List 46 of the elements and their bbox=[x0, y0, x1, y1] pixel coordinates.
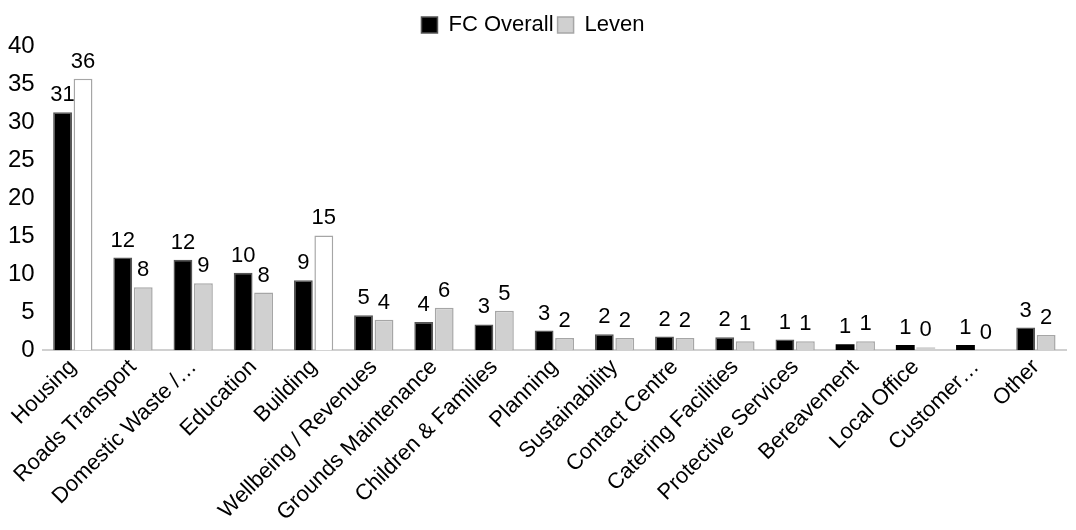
y-tick-label: 30 bbox=[7, 106, 35, 134]
legend-label: FC Overall bbox=[448, 11, 554, 37]
data-label: 5 bbox=[357, 284, 370, 310]
y-tick-label: 40 bbox=[7, 30, 35, 58]
data-label: 1 bbox=[959, 314, 972, 340]
data-label: 0 bbox=[919, 316, 932, 342]
data-label: 3 bbox=[477, 293, 491, 319]
data-label: 2 bbox=[1040, 304, 1053, 330]
data-label: 10 bbox=[230, 241, 256, 267]
data-label: 4 bbox=[377, 288, 391, 314]
y-tick-label: 20 bbox=[7, 182, 35, 210]
data-label: 2 bbox=[678, 307, 692, 333]
data-label: 1 bbox=[838, 313, 852, 339]
y-tick-label: 25 bbox=[7, 144, 35, 172]
data-label: 12 bbox=[110, 226, 135, 252]
data-label: 6 bbox=[438, 276, 451, 302]
data-label: 8 bbox=[137, 256, 150, 282]
data-label: 15 bbox=[311, 204, 337, 230]
data-label: 8 bbox=[257, 261, 270, 287]
data-label: 1 bbox=[778, 308, 792, 334]
bar bbox=[956, 344, 975, 351]
data-label: 2 bbox=[598, 303, 611, 329]
data-label: 2 bbox=[718, 306, 731, 332]
y-tick-label: 0 bbox=[21, 334, 35, 362]
data-label: 2 bbox=[558, 307, 571, 333]
y-tick-label: 10 bbox=[7, 258, 35, 286]
data-label: 4 bbox=[417, 291, 430, 317]
data-label: 2 bbox=[658, 305, 671, 331]
data-label: 36 bbox=[70, 47, 96, 73]
data-label: 1 bbox=[859, 310, 872, 336]
data-label: 12 bbox=[170, 228, 196, 254]
data-label: 2 bbox=[618, 307, 631, 333]
data-label: 3 bbox=[1019, 296, 1032, 322]
data-label: 9 bbox=[297, 249, 310, 275]
data-label: 3 bbox=[537, 299, 551, 325]
data-label: 31 bbox=[50, 81, 75, 107]
data-label: 1 bbox=[739, 310, 752, 336]
data-label: 0 bbox=[979, 319, 993, 345]
legend-label: Leven bbox=[584, 11, 645, 37]
data-label: 1 bbox=[899, 314, 912, 340]
y-tick-label: 35 bbox=[7, 68, 35, 96]
data-label: 5 bbox=[498, 279, 511, 305]
y-tick-label: 15 bbox=[7, 220, 35, 248]
y-tick-label: 5 bbox=[21, 296, 35, 324]
data-label: 1 bbox=[799, 310, 812, 336]
data-label: 9 bbox=[197, 252, 210, 278]
